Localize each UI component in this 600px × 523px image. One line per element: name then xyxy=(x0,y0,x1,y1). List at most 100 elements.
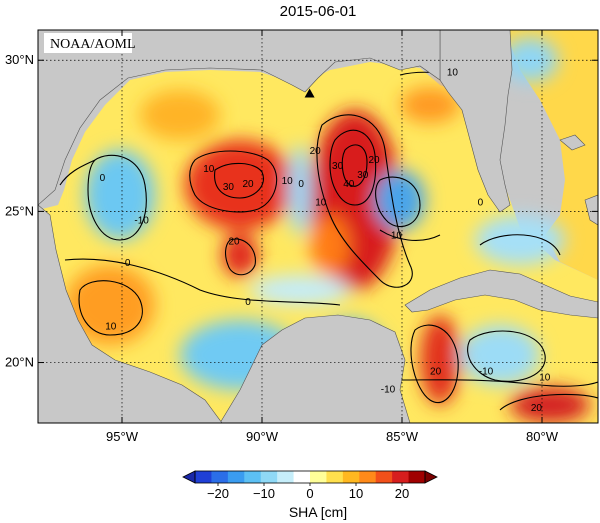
contour-line xyxy=(78,280,143,336)
contour-lines xyxy=(59,71,598,411)
colorbar-swatch xyxy=(293,471,311,483)
contour-line xyxy=(59,159,96,186)
map-frame xyxy=(37,29,599,424)
colorbar-swatch xyxy=(277,471,295,483)
colorbar-swatch xyxy=(195,471,212,483)
contour-label: 20 xyxy=(531,403,543,414)
anomaly-blobs xyxy=(65,38,590,423)
contour-label: 0 xyxy=(478,197,484,208)
colorbar-swatch xyxy=(244,471,262,483)
contour-label: 0 xyxy=(100,173,106,184)
colorbar-swatch xyxy=(392,471,410,483)
land-masses xyxy=(38,30,598,423)
contour-label: 10 xyxy=(105,321,117,332)
axis-labels: 95°W 90°W 85°W 80°W 20°N 25°N 30°N xyxy=(5,30,598,444)
colorbar-swatch xyxy=(359,471,377,483)
contour-label: 20 xyxy=(310,146,322,157)
contour-label: -10 xyxy=(479,367,494,378)
colorbar-tick-label: 10 xyxy=(349,486,363,501)
anomaly-blob xyxy=(420,315,460,405)
anomaly-blob xyxy=(185,140,295,230)
florida-peninsula xyxy=(439,30,513,213)
map-grid xyxy=(38,30,598,423)
lon-tick-label: 95°W xyxy=(106,429,139,444)
colorbar-swatch xyxy=(227,471,245,483)
us-gulf-coast xyxy=(38,30,441,206)
contour-label: -10 xyxy=(134,215,149,226)
lat-tick-label: 30°N xyxy=(5,52,34,67)
atlantic-ocean-region xyxy=(505,30,598,280)
contour-line xyxy=(410,324,459,403)
contour-line xyxy=(379,229,441,241)
contour-label: 0 xyxy=(125,258,131,269)
contour-label: 30 xyxy=(332,161,344,172)
contour-line xyxy=(225,238,256,276)
sea-height-anomaly-field xyxy=(38,30,598,423)
contour-label: 20 xyxy=(228,237,240,248)
contour-line xyxy=(499,393,598,411)
contour-label: 20 xyxy=(242,179,254,190)
grand-bahama xyxy=(559,134,586,151)
contour-line xyxy=(399,379,598,387)
contour-label: 30 xyxy=(357,170,369,181)
credit-box xyxy=(44,33,132,53)
colorbar-tick-label: −20 xyxy=(207,486,229,501)
contour-line xyxy=(87,154,147,241)
lon-tick-label: 80°W xyxy=(526,429,559,444)
colorbar-swatch xyxy=(326,471,344,483)
colorbar-swatch xyxy=(211,471,229,483)
contour-line xyxy=(189,150,278,213)
contour-line xyxy=(329,129,377,206)
contour-line xyxy=(479,234,561,256)
colorbar-swatch xyxy=(260,471,278,483)
contour-label: 10 xyxy=(391,231,403,242)
lon-tick-label: 90°W xyxy=(246,429,279,444)
contour-label: -10 xyxy=(381,385,396,396)
colorbar-low-arrow xyxy=(182,470,196,484)
anomaly-blob xyxy=(288,145,312,235)
bahamas-andros xyxy=(584,194,598,226)
colorbar-swatch xyxy=(342,471,360,483)
contour-line xyxy=(467,330,546,382)
contour-label: 0 xyxy=(245,297,251,308)
contour-label: 10 xyxy=(447,67,459,78)
anomaly-blob xyxy=(250,275,350,305)
colorbar-tick-label: 20 xyxy=(395,486,409,501)
lon-tick-label: 85°W xyxy=(386,429,419,444)
contour-label: 20 xyxy=(430,367,442,378)
colorbar-swatch xyxy=(310,471,327,483)
contour-line xyxy=(214,162,264,199)
anomaly-blob xyxy=(510,387,590,423)
contour-line xyxy=(341,144,368,187)
colorbar-tick-label: 0 xyxy=(306,486,313,501)
credit-label: NOAA/AOML xyxy=(50,37,136,52)
colorbar-high-arrow xyxy=(424,470,438,484)
contour-label: 10 xyxy=(203,164,215,175)
contour-label: 0 xyxy=(298,179,304,190)
contour-label: 30 xyxy=(223,182,235,193)
contour-label: 20 xyxy=(368,155,380,166)
colorbar: −20 −10 0 10 20 xyxy=(182,470,438,501)
anomaly-blob xyxy=(140,90,220,140)
station-marker-icon xyxy=(304,88,315,98)
contour-line xyxy=(316,114,413,288)
contour-label: 10 xyxy=(282,176,294,187)
mexico-gulf-coast xyxy=(38,204,223,423)
anomaly-blob xyxy=(85,150,155,240)
cuba xyxy=(404,269,598,319)
anomaly-blob xyxy=(310,215,350,275)
contour-label: 10 xyxy=(539,373,551,384)
contour-label: 40 xyxy=(343,179,355,190)
colorbar-label: SHA [cm] xyxy=(289,504,347,520)
anomaly-blob xyxy=(475,215,565,265)
map-title: 2015-06-01 xyxy=(280,3,357,20)
lat-tick-label: 20°N xyxy=(5,355,34,370)
contour-label: 10 xyxy=(315,197,327,208)
contour-line xyxy=(375,176,421,227)
colorbar-tick-label: −10 xyxy=(253,486,275,501)
colorbar-swatch xyxy=(375,471,393,483)
anomaly-blob xyxy=(460,325,540,385)
